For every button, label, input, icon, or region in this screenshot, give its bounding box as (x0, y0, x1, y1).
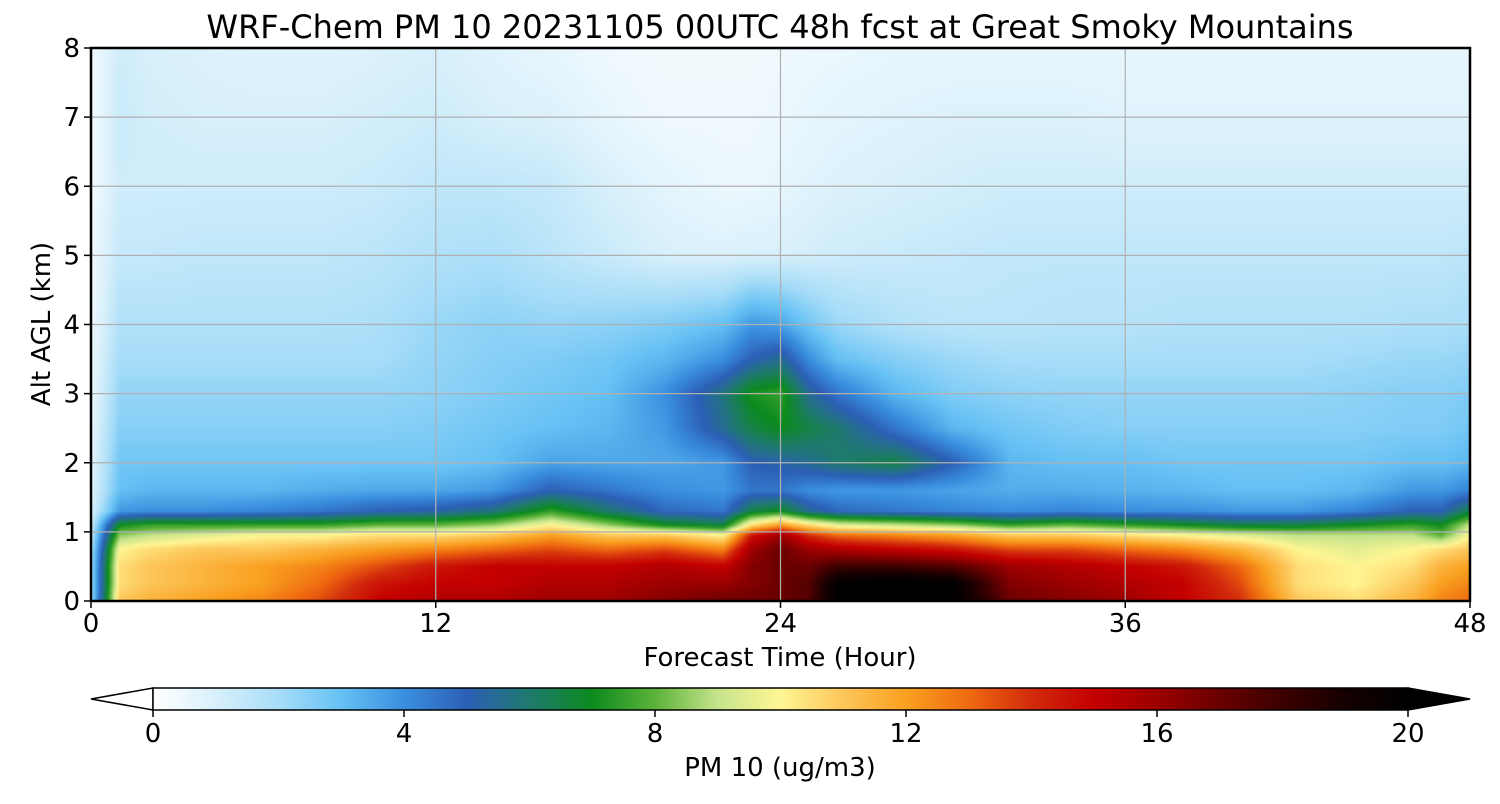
colorbar-label: PM 10 (ug/m3) (684, 753, 876, 783)
grid-lines (91, 48, 1470, 601)
colorbar-tick-label: 4 (396, 719, 413, 749)
y-tick-label: 5 (63, 241, 80, 271)
x-axis-label: Forecast Time (Hour) (643, 643, 916, 673)
plot-area (89, 46, 1472, 603)
x-axis-ticks: 0 12 24 36 48 (83, 601, 1487, 639)
y-tick-label: 0 (63, 587, 80, 617)
colorbar-tick-label: 12 (889, 719, 922, 749)
y-tick-label: 6 (63, 172, 80, 202)
colorbar-tick-label: 16 (1140, 719, 1173, 749)
colorbar-tick-label: 8 (647, 719, 664, 749)
colorbar-tick-label: 0 (145, 719, 162, 749)
x-tick-label: 24 (764, 609, 797, 639)
x-tick-label: 48 (1453, 609, 1486, 639)
colorbar-extend-max-arrow (1407, 687, 1471, 711)
y-tick-label: 4 (63, 311, 80, 341)
chart-title: WRF-Chem PM 10 20231105 00UTC 48h fcst a… (206, 8, 1353, 46)
y-tick-label: 8 (63, 34, 80, 64)
colorbar-extend-min-arrow (90, 687, 154, 711)
y-tick-label: 7 (63, 103, 80, 133)
y-tick-label: 2 (63, 449, 80, 479)
y-axis-ticks: 0 1 2 3 4 5 6 7 8 (63, 34, 91, 617)
x-tick-label: 36 (1109, 609, 1142, 639)
y-axis-label: Alt AGL (km) (27, 242, 57, 406)
colorbar: 0 4 8 12 16 20 PM 10 (ug/m3) (90, 687, 1471, 783)
y-tick-label: 1 (63, 518, 80, 548)
y-tick-label: 3 (63, 380, 80, 410)
colorbar-tick-label: 20 (1391, 719, 1424, 749)
colorbar-gradient (152, 687, 1409, 711)
x-tick-label: 0 (83, 609, 100, 639)
x-tick-label: 12 (419, 609, 452, 639)
colorbar-ticks: 0 4 8 12 16 20 (145, 710, 1425, 749)
